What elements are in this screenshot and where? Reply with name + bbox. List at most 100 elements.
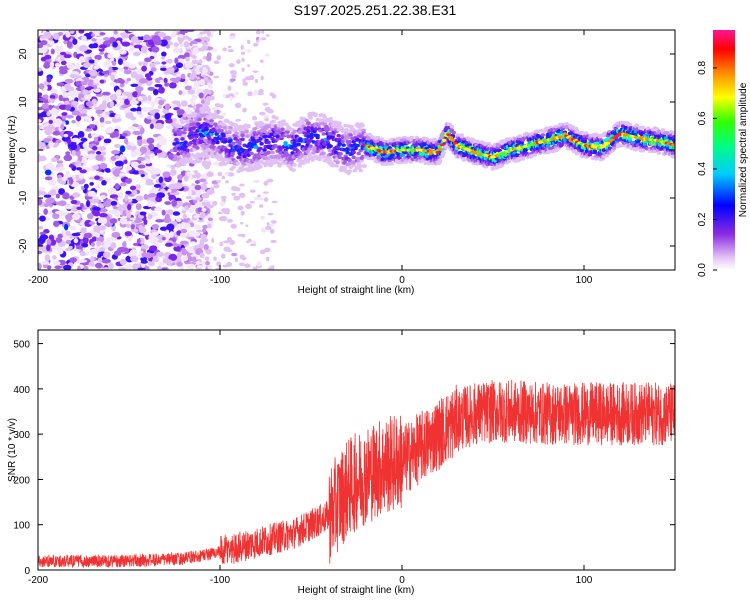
heat-blob [231, 252, 238, 257]
heat-blob [138, 224, 144, 231]
heat-blob [144, 265, 150, 270]
heat-blob [310, 157, 315, 161]
heat-blob [151, 46, 160, 53]
heat-blob [130, 255, 139, 263]
heat-blob [48, 116, 55, 121]
heat-blob [170, 164, 176, 170]
heat-blob [253, 196, 260, 201]
heat-blob [105, 168, 111, 173]
heat-blob [66, 41, 73, 48]
heat-blob [198, 59, 203, 65]
heat-blob [180, 30, 190, 34]
heat-blob [179, 240, 189, 245]
heat-blob [101, 217, 108, 225]
heat-blob [209, 173, 214, 177]
heat-blob [256, 261, 262, 267]
heat-blob [389, 161, 394, 166]
heat-blob [189, 98, 195, 103]
heat-blob [244, 76, 252, 81]
heat-blob [147, 213, 153, 220]
heat-blob [71, 110, 81, 116]
heat-blob [125, 112, 134, 119]
heat-blob [107, 53, 114, 59]
heat-blob [82, 142, 88, 149]
heat-blob [147, 200, 152, 208]
heat-blob [171, 179, 176, 185]
heat-blob [173, 42, 179, 48]
heat-blob [56, 177, 63, 183]
heat-blob [263, 180, 269, 186]
heat-blob [173, 182, 183, 190]
heat-blob [139, 127, 145, 135]
heat-blob [261, 30, 265, 34]
heat-blob [176, 251, 183, 259]
heat-blob [38, 189, 44, 196]
heat-blob [376, 155, 381, 159]
heat-blob [199, 183, 208, 191]
heat-blob [191, 122, 196, 126]
heat-blob [44, 61, 50, 65]
heat-blob [281, 119, 286, 123]
heat-blob [201, 228, 207, 233]
heat-blob [223, 139, 228, 144]
heat-blob [160, 56, 166, 60]
heat-blob [108, 66, 113, 74]
heat-blob [147, 261, 156, 267]
heat-blob [71, 119, 76, 124]
heat-blob [147, 86, 156, 91]
heat-blob [52, 245, 61, 251]
heat-blob [177, 58, 185, 64]
heat-blob [151, 231, 159, 237]
heat-blob [54, 210, 63, 215]
heat-blob [340, 139, 345, 144]
heat-blob [176, 261, 183, 267]
heat-blob [152, 88, 159, 96]
heat-blob [355, 143, 360, 148]
heat-blob [202, 181, 209, 185]
heat-blob [150, 100, 155, 108]
heat-blob [67, 90, 76, 97]
heat-blob [258, 164, 263, 169]
heat-blob [155, 251, 165, 257]
heat-blob [117, 192, 124, 200]
heat-blob [240, 44, 244, 50]
heat-blob [161, 61, 167, 65]
heat-blob [149, 123, 154, 130]
heat-blob [301, 161, 306, 165]
heat-blob [57, 166, 66, 172]
heat-blob [207, 264, 213, 270]
heat-blob [236, 155, 241, 160]
heat-blob [139, 211, 147, 216]
heat-blob [172, 211, 181, 216]
heat-blob [357, 163, 362, 168]
heat-blob [140, 244, 149, 250]
heat-blob [86, 200, 91, 208]
heat-blob [141, 106, 148, 113]
heat-blob [196, 229, 203, 233]
heat-blob [60, 124, 65, 130]
heat-blob [167, 259, 173, 266]
heat-blob [264, 106, 271, 113]
heat-blob [252, 70, 259, 73]
heat-blob [127, 30, 137, 33]
heat-blob [185, 195, 193, 200]
heat-blob [100, 195, 107, 200]
heat-blob [99, 79, 105, 84]
heat-blob [181, 248, 187, 256]
heat-blob [171, 199, 177, 207]
heat-blob [338, 152, 343, 156]
heat-blob [58, 248, 64, 255]
heat-blob [165, 209, 174, 215]
heat-blob [356, 151, 361, 156]
heat-blob [222, 240, 230, 244]
heat-blob [114, 168, 121, 175]
heat-blob [187, 246, 192, 253]
heat-blob [227, 85, 232, 91]
heat-blob [52, 255, 57, 260]
heat-blob [313, 112, 318, 117]
heat-blob [240, 133, 245, 138]
heat-blob [48, 104, 53, 110]
heat-blob [69, 177, 74, 185]
heat-blob [194, 170, 198, 176]
